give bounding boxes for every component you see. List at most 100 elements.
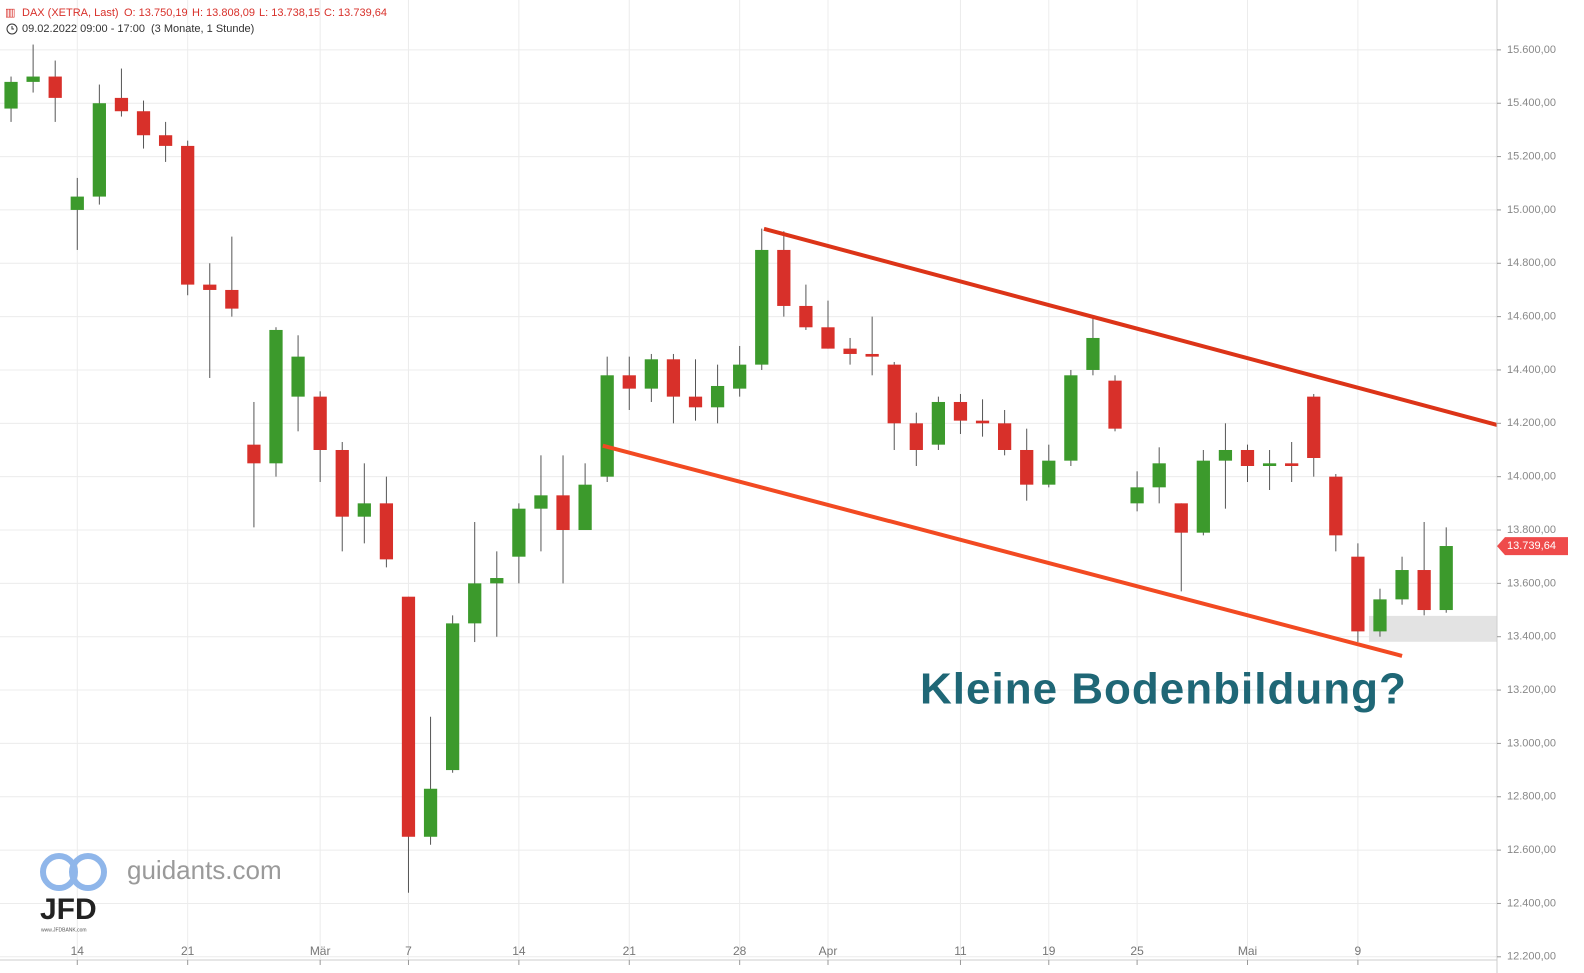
candle-body <box>26 76 40 82</box>
y-tick-label: 13.600,00 <box>1507 577 1556 589</box>
candle-body <box>423 788 438 837</box>
header-instrument: DAX (XETRA, Last) <box>22 7 119 19</box>
candle-body <box>1329 476 1343 536</box>
y-tick-label: 13.200,00 <box>1507 684 1556 696</box>
x-tick-label: 21 <box>623 944 637 958</box>
candle-body <box>225 289 239 309</box>
candle-body <box>1064 375 1078 461</box>
logo-ring <box>69 853 107 891</box>
candle-body <box>1395 570 1409 600</box>
candle-body <box>622 375 636 389</box>
y-tick-label: 14.800,00 <box>1507 257 1556 269</box>
candle-body <box>1086 337 1100 370</box>
y-tick-label: 13.400,00 <box>1507 631 1556 643</box>
candle-body <box>644 359 658 389</box>
candle-body <box>887 364 901 424</box>
clock-icon <box>6 23 18 35</box>
candle-body <box>821 327 835 349</box>
header-high: H: 13.808,09 <box>192 7 255 19</box>
candle-body <box>1152 463 1166 488</box>
candle-body <box>70 196 84 210</box>
y-tick-label: 14.600,00 <box>1507 311 1556 323</box>
x-tick-label: 28 <box>733 944 747 958</box>
candle-body <box>1373 599 1387 632</box>
header-period: (3 Monate, 1 Stunde) <box>151 23 254 35</box>
candle-body <box>1262 463 1277 466</box>
candle-body <box>468 583 482 624</box>
header-session: 09.02.2022 09:00 - 17:00 <box>22 23 145 35</box>
candle-body <box>158 135 173 146</box>
candle-body <box>556 495 570 531</box>
candle-body <box>666 359 681 397</box>
x-tick-label: 9 <box>1355 944 1362 958</box>
y-tick-label: 15.600,00 <box>1507 44 1556 56</box>
candle-body <box>203 284 217 290</box>
y-tick-label: 12.600,00 <box>1507 844 1556 856</box>
candle-body <box>710 385 725 408</box>
candle-body <box>4 81 18 109</box>
candle-body <box>998 423 1012 450</box>
candle-body <box>1439 546 1453 611</box>
candle-body <box>843 348 857 354</box>
candle-body <box>799 305 813 328</box>
y-tick-label: 13.000,00 <box>1507 737 1556 749</box>
candle-body <box>1042 460 1056 485</box>
candle-body <box>1174 503 1188 533</box>
candle-body <box>114 97 129 112</box>
y-tick-label: 15.200,00 <box>1507 150 1556 162</box>
candle-body <box>755 249 769 365</box>
candle-body <box>931 401 946 445</box>
y-tick-label: 15.000,00 <box>1507 204 1556 216</box>
candle-body <box>1240 449 1255 466</box>
last-price-tag <box>1497 537 1568 556</box>
y-tick-label: 12.800,00 <box>1507 791 1556 803</box>
candle-body <box>490 578 504 584</box>
candle-body <box>1307 396 1321 458</box>
y-tick-label: 13.800,00 <box>1507 524 1556 536</box>
logo-url: www.JFDBANK.com <box>41 927 87 933</box>
annotation: Kleine Bodenbildung? <box>920 665 1407 714</box>
y-tick-label: 12.400,00 <box>1507 897 1556 909</box>
candle-body <box>1196 460 1210 533</box>
logo-text: JFD <box>40 893 97 926</box>
candle-body <box>269 329 283 464</box>
candle-body <box>247 444 261 464</box>
candle-body <box>379 503 394 560</box>
header-low: L: 13.738,15 <box>259 7 320 19</box>
x-tick-label: Mai <box>1238 944 1257 958</box>
x-tick-label: 25 <box>1130 944 1144 958</box>
zone <box>1368 615 1497 642</box>
logo: guidants.com JFD www.JFDBANK.com <box>40 853 282 933</box>
x-tick-label: 14 <box>71 944 85 958</box>
candle-body <box>1351 556 1365 632</box>
site-name: guidants.com <box>127 855 282 885</box>
candle-body <box>953 401 968 421</box>
candle-body <box>181 145 195 285</box>
candle-body <box>291 356 305 397</box>
candle-body <box>512 508 526 557</box>
x-tick-label: 11 <box>954 944 967 958</box>
candle-body <box>401 596 416 837</box>
candle-body <box>534 495 548 509</box>
candle-body <box>446 623 460 771</box>
candle-body <box>1285 463 1299 466</box>
clock-icon <box>11 26 14 30</box>
candle-body <box>1108 380 1122 429</box>
candle-body <box>1130 487 1144 504</box>
candle-body <box>313 396 327 450</box>
y-tick-label: 12.200,00 <box>1507 951 1556 963</box>
candle-body <box>688 396 703 408</box>
marks <box>4 44 1498 893</box>
x-tick-label: 19 <box>1042 944 1056 958</box>
x-tick-label: Mär <box>310 944 331 958</box>
trendline <box>763 226 1498 427</box>
y-tick-label: 14.000,00 <box>1507 471 1556 483</box>
candle-body <box>1020 449 1034 485</box>
header-close: C: 13.739,64 <box>324 7 387 19</box>
header-open: O: 13.750,19 <box>124 7 188 19</box>
candle-body <box>1417 570 1431 611</box>
candle-body <box>1218 449 1233 461</box>
candle-body <box>865 353 879 357</box>
candle-body <box>92 103 106 197</box>
x-tick-label: 7 <box>405 944 412 958</box>
